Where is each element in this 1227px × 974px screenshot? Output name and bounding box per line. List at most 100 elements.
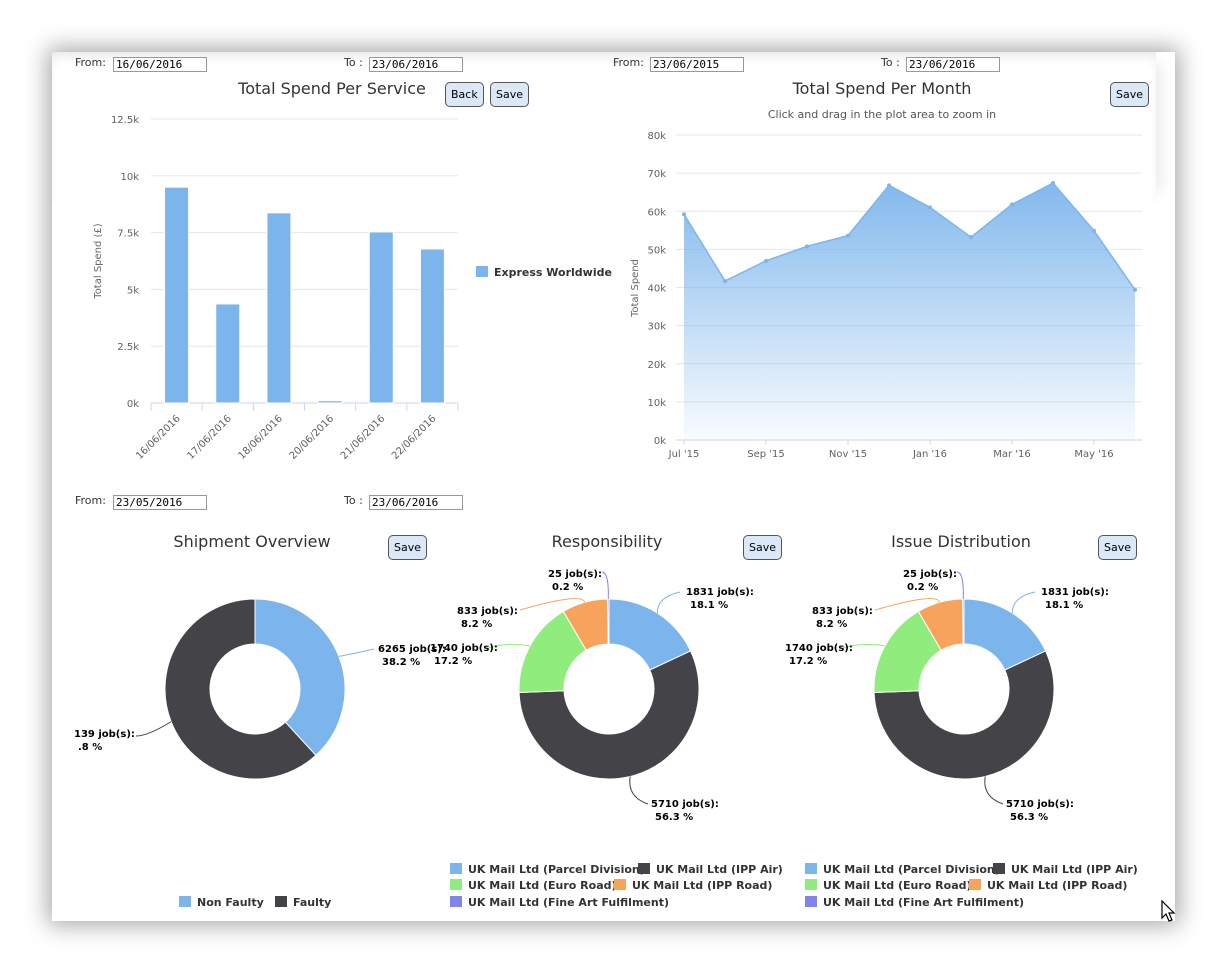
connector-line <box>629 776 649 805</box>
month-chart-subtitle: Click and drag in the plot area to zoom … <box>767 108 997 121</box>
data-label: 18.1 % <box>690 600 728 611</box>
data-label: 8.2 % <box>816 619 847 630</box>
data-label: 5710 job(s): <box>651 799 719 810</box>
legend-item-parcel-division[interactable]: UK Mail Ltd (Parcel Division) <box>450 863 645 876</box>
data-point <box>969 235 973 240</box>
legend-swatch <box>969 879 981 890</box>
data-label: 38.2 % <box>382 657 420 668</box>
data-label: 25 job(s): <box>548 569 602 580</box>
connector-line <box>487 643 531 649</box>
issue-donut-chart: 1831 job(s): 18.1 % 5710 job(s): 56.3 % 1740… <box>785 569 1109 823</box>
x-tick-label: 21/06/2016 <box>339 413 388 462</box>
service-chart-title: Total Spend Per Service <box>238 79 426 98</box>
data-point <box>887 183 891 188</box>
donut-slice <box>962 598 965 645</box>
month-to-input[interactable]: 23/06/2016 <box>906 57 1000 72</box>
donut-slice <box>873 650 1055 780</box>
connector-line <box>1011 591 1036 614</box>
x-tick-label: May '16 <box>1074 449 1113 460</box>
legend-item-ipp-air[interactable]: UK Mail Ltd (IPP Air) <box>993 863 1138 876</box>
legend-item-non-faulty[interactable]: Non Faulty <box>179 896 264 909</box>
bar <box>368 231 394 404</box>
data-label: 25 job(s): <box>903 569 957 580</box>
donut-slice <box>607 598 610 645</box>
legend-swatch <box>805 896 817 907</box>
month-area-chart[interactable]: 0k 10k 20k 30k 40k 50k 60k 70k 80k Jul '15 Sep '15… <box>630 131 1142 460</box>
month-chart-title: Total Spend Per Month <box>792 79 972 98</box>
responsibility-chart-title: Responsibility <box>551 532 663 551</box>
bar <box>164 186 190 404</box>
data-point <box>805 244 809 249</box>
x-tick-label: Nov '15 <box>829 449 867 460</box>
y-tick-label: 60k <box>647 207 666 218</box>
legend-swatch <box>638 863 650 874</box>
responsibility-save-button[interactable]: Save <box>743 535 783 560</box>
legend-item-express-worldwide[interactable]: Express Worldwide <box>476 266 612 279</box>
mouse-cursor-icon <box>1161 900 1176 922</box>
y-tick-label: 10k <box>647 398 666 409</box>
legend-item-ipp-air[interactable]: UK Mail Ltd (IPP Air) <box>638 863 783 876</box>
data-label: 56.3 % <box>1010 812 1048 823</box>
legend-item-euro-road[interactable]: UK Mail Ltd (Euro Road) <box>450 879 617 892</box>
legend-swatch <box>179 896 191 907</box>
pie-to-input[interactable]: 23/06/2016 <box>369 495 463 510</box>
data-label: 18.1 % <box>1045 600 1083 611</box>
y-tick-label: 0k <box>654 436 666 447</box>
legend-item-fine-art[interactable]: UK Mail Ltd (Fine Art Fulfilment) <box>805 896 1024 909</box>
y-tick-label: 80k <box>647 131 666 142</box>
shipment-donut-chart: 6265 job(s): 38.2 % 139 job(s): .8 % <box>74 598 446 780</box>
legend-item-fine-art[interactable]: UK Mail Ltd (Fine Art Fulfilment) <box>450 896 669 909</box>
connector-line <box>519 598 586 611</box>
service-to-input[interactable]: 23/06/2016 <box>369 57 463 72</box>
legend-item-euro-road[interactable]: UK Mail Ltd (Euro Road) <box>805 879 972 892</box>
month-save-button[interactable]: Save <box>1110 82 1150 107</box>
data-label: 17.2 % <box>434 656 472 667</box>
data-label: 1740 job(s): <box>430 643 498 654</box>
legend-swatch <box>805 863 817 874</box>
donut-slice <box>254 598 346 757</box>
data-point <box>1010 202 1014 207</box>
legend-swatch <box>275 896 287 907</box>
y-tick-label: 5k <box>127 285 139 296</box>
legend-swatch <box>450 879 462 890</box>
y-tick-label: 2.5k <box>117 342 139 353</box>
month-from-input[interactable]: 23/06/2015 <box>650 57 744 72</box>
x-tick-label: 20/06/2016 <box>288 413 337 462</box>
legend-swatch <box>476 266 488 277</box>
issue-chart-title: Issue Distribution <box>891 532 1031 551</box>
data-label: 833 job(s): <box>812 606 873 617</box>
data-label: 139 job(s): <box>74 729 135 740</box>
data-label: 5710 job(s): <box>1006 799 1074 810</box>
data-label: 0.2 % <box>552 582 583 593</box>
legend-item-ipp-road[interactable]: UK Mail Ltd (IPP Road) <box>614 879 772 892</box>
legend-item-faulty[interactable]: Faulty <box>275 896 331 909</box>
y-tick-label: 20k <box>647 360 666 371</box>
data-label: 1831 job(s): <box>686 587 754 598</box>
legend-item-ipp-road[interactable]: UK Mail Ltd (IPP Road) <box>969 879 1127 892</box>
data-label: 0.2 % <box>907 582 938 593</box>
issue-save-button[interactable]: Save <box>1098 535 1138 560</box>
shipment-save-button[interactable]: Save <box>388 535 428 560</box>
service-save-button[interactable]: Save <box>490 82 530 107</box>
legend-item-parcel-division[interactable]: UK Mail Ltd (Parcel Division) <box>805 863 1000 876</box>
y-tick-label: 50k <box>647 245 666 256</box>
data-label: 6265 job(s): <box>378 644 446 655</box>
bar <box>215 303 241 404</box>
data-label: 56.3 % <box>655 812 693 823</box>
service-from-input[interactable]: 16/06/2016 <box>113 57 207 72</box>
pie-from-input[interactable]: 23/05/2016 <box>113 495 207 510</box>
y-tick-label: 7.5k <box>117 229 139 240</box>
connector-line <box>338 648 375 657</box>
area-fill <box>684 183 1135 440</box>
y-tick-label: 40k <box>647 284 666 295</box>
month-to-label: To : <box>881 56 900 69</box>
data-point <box>1133 287 1137 292</box>
x-tick-label: Jan '16 <box>912 449 947 460</box>
connector-line <box>135 721 172 737</box>
donut-slice <box>164 598 317 780</box>
service-back-button[interactable]: Back <box>445 82 484 107</box>
bar <box>419 248 445 404</box>
data-label: 8.2 % <box>461 619 492 630</box>
y-tick-label: 30k <box>647 322 666 333</box>
y-tick-label: 0k <box>127 399 139 410</box>
